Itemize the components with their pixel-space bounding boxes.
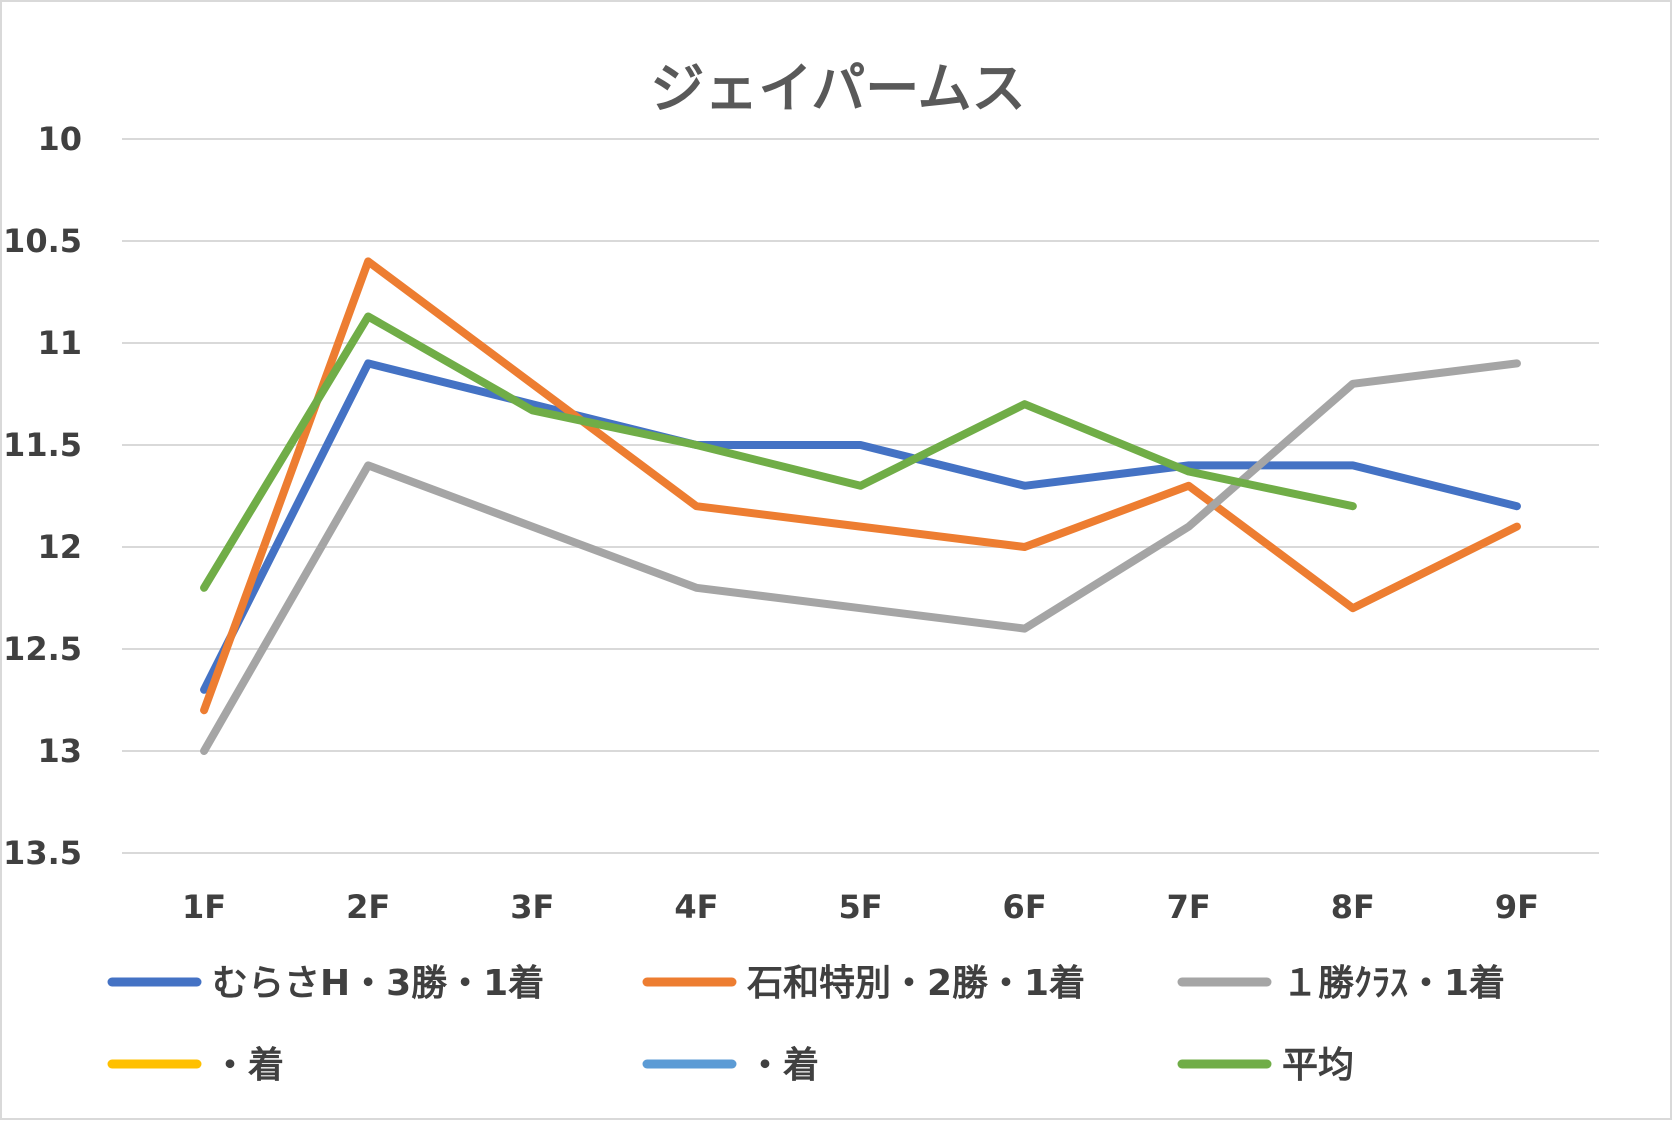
y-tick-label: 10.5	[3, 222, 82, 260]
legend-label: むらさH・3勝・1着	[212, 963, 544, 1004]
series-line-1	[200, 359, 1521, 694]
chart-title: ジェイパームス	[650, 57, 1025, 120]
series-lines	[200, 257, 1521, 755]
grid-lines	[122, 138, 1599, 854]
legend-item: ・着	[107, 1045, 284, 1086]
y-tick-label: 12	[37, 528, 82, 566]
legend-item: 石和特別・2勝・1着	[642, 963, 1085, 1004]
legend-label: １勝ｸﾗｽ・1着	[1282, 963, 1505, 1004]
legend-item: 平均	[1177, 1045, 1354, 1086]
legend-label: ・着	[747, 1045, 819, 1086]
legend-item: ・着	[642, 1045, 819, 1086]
x-tick-label: 7F	[1167, 888, 1211, 926]
y-tick-label: 12.5	[3, 630, 82, 668]
x-tick-label: 8F	[1331, 888, 1375, 926]
x-tick-label: 2F	[346, 888, 390, 926]
y-tick-label: 13.5	[3, 834, 82, 872]
legend: むらさH・3勝・1着 石和特別・2勝・1着 １勝ｸﾗｽ・1着・着 ・着 平均	[107, 963, 1505, 1086]
y-axis-ticks: 10 10.5 11 11.5 12 12.5 13 13.5	[3, 120, 82, 872]
series-line-2	[200, 257, 1521, 715]
y-tick-label: 13	[37, 732, 82, 770]
legend-label: 石和特別・2勝・1着	[747, 963, 1085, 1004]
series-line-3	[200, 359, 1521, 755]
x-tick-label: 1F	[182, 888, 226, 926]
legend-label: ・着	[212, 1045, 284, 1086]
x-axis-ticks: 1F 2F 3F 4F 5F 6F 7F 8F 9F	[182, 888, 1539, 926]
legend-label: 平均	[1282, 1045, 1354, 1086]
x-tick-label: 5F	[838, 888, 882, 926]
x-tick-label: 3F	[510, 888, 554, 926]
series-line-6	[200, 312, 1357, 592]
y-tick-label: 10	[37, 120, 82, 158]
y-tick-label: 11	[37, 324, 82, 362]
y-tick-label: 11.5	[3, 426, 82, 464]
x-tick-label: 4F	[674, 888, 718, 926]
x-tick-label: 6F	[1003, 888, 1047, 926]
x-tick-label: 9F	[1495, 888, 1539, 926]
legend-item: むらさH・3勝・1着	[107, 963, 544, 1004]
legend-item: １勝ｸﾗｽ・1着	[1177, 963, 1505, 1004]
